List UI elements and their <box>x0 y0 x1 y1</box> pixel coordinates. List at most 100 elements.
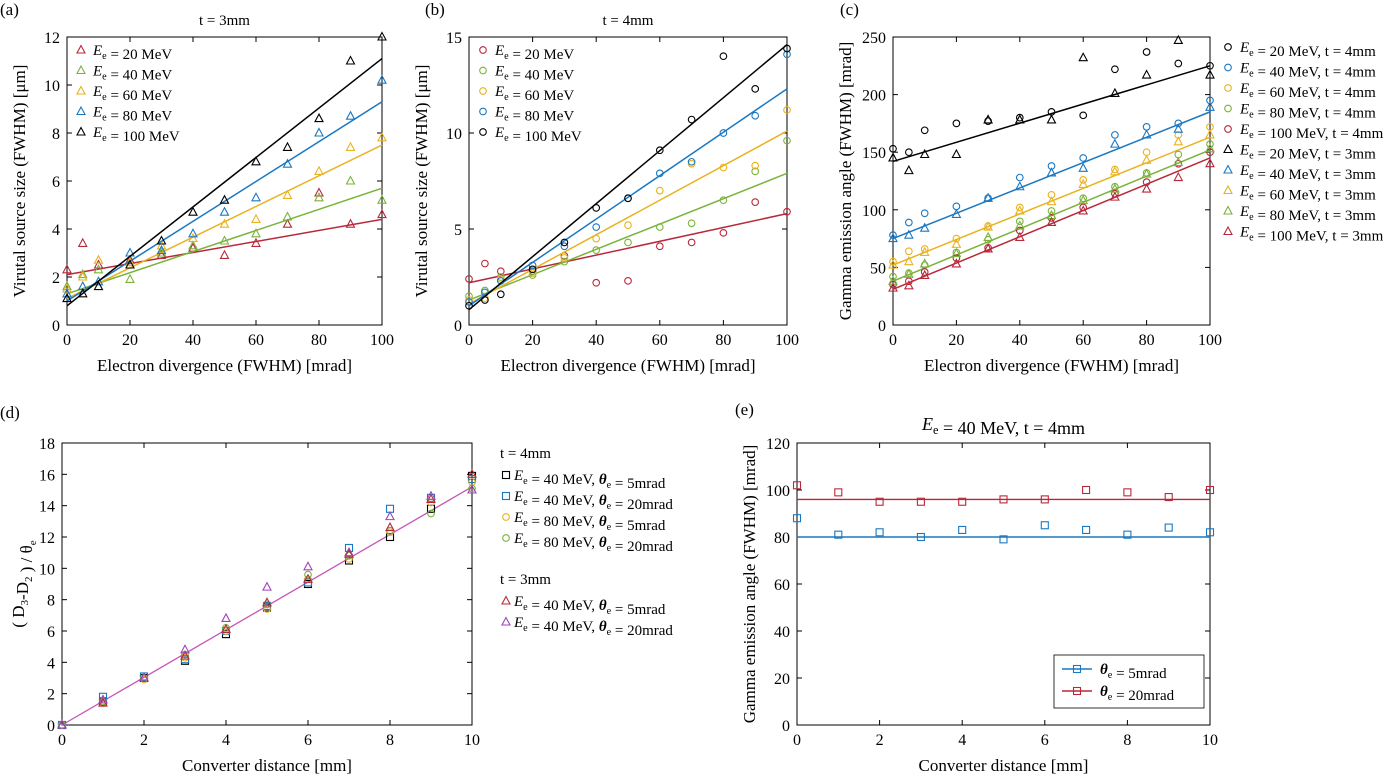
data-point <box>904 218 913 227</box>
data-point <box>792 481 802 490</box>
series-4 <box>62 31 387 307</box>
data-point <box>1205 485 1215 495</box>
data-point <box>655 146 664 155</box>
y-tick-label: 16 <box>39 467 55 484</box>
data-point <box>385 510 395 521</box>
legend-marker <box>1223 143 1233 154</box>
data-point <box>916 532 925 542</box>
x-tick-label: 20 <box>122 332 138 349</box>
x-tick-label: 0 <box>465 332 473 349</box>
legend-label: Ee = 80 MeV, θe = 5mrad <box>513 510 666 534</box>
data-point <box>1141 129 1152 139</box>
fit-line <box>66 58 383 307</box>
fit-line <box>468 44 788 311</box>
legend-marker <box>479 46 487 54</box>
x-tick-label: 20 <box>525 332 541 349</box>
data-point <box>62 264 72 274</box>
data-point <box>465 301 473 310</box>
data-point <box>1082 485 1091 495</box>
fit-line <box>468 212 788 284</box>
data-point <box>1164 523 1173 532</box>
x-tick-label: 60 <box>652 332 668 349</box>
y-tick-label: 0 <box>47 718 55 735</box>
data-point <box>377 194 387 204</box>
data-point <box>1078 52 1089 62</box>
data-point <box>999 495 1008 504</box>
data-point <box>1142 48 1151 56</box>
data-point <box>344 543 354 553</box>
data-point <box>219 235 230 245</box>
data-point <box>1173 156 1184 167</box>
data-point <box>1014 114 1025 124</box>
data-point <box>1014 231 1025 241</box>
y-tick-label: 150 <box>862 145 886 162</box>
y-tick-label: 0 <box>454 318 462 335</box>
data-point <box>1173 34 1184 45</box>
series-1 <box>792 481 1215 506</box>
data-point <box>1141 183 1152 193</box>
data-point <box>345 141 356 151</box>
plot-frame <box>61 442 473 726</box>
data-point <box>314 165 324 175</box>
chart-d: (d) 0 2 4 6 8 10 0 2 4 6 8 10 12 14 16 18 Converter dista… <box>0 403 673 775</box>
data-point <box>385 521 395 532</box>
data-point <box>983 192 994 202</box>
data-point <box>467 474 477 484</box>
data-point <box>951 258 962 268</box>
data-point <box>751 198 760 206</box>
y-tick-label: 18 <box>39 436 55 453</box>
data-point <box>77 237 88 247</box>
y-tick-label: 50 <box>870 260 886 277</box>
legend-label: Ee = 40 MeV <box>92 64 172 84</box>
legend-label: Ee = 40 MeV <box>494 64 574 84</box>
data-point <box>783 136 791 145</box>
data-point <box>952 234 961 243</box>
data-point <box>1014 205 1025 215</box>
data-point <box>344 546 354 557</box>
data-point <box>751 84 760 93</box>
series-0 <box>465 198 791 287</box>
legend-label: Ee = 100 MeV, t = 4mm <box>1239 122 1384 142</box>
data-point <box>783 50 791 59</box>
data-point <box>592 223 601 231</box>
data-point <box>1079 154 1088 162</box>
data-point <box>687 219 696 228</box>
data-point <box>1111 131 1119 139</box>
data-point <box>377 31 387 41</box>
data-point <box>219 218 230 228</box>
data-point <box>920 268 929 276</box>
data-point <box>958 525 967 535</box>
data-point <box>180 650 190 660</box>
data-point <box>903 229 914 239</box>
legend-marker <box>1223 164 1233 174</box>
data-point <box>1205 528 1215 537</box>
data-point <box>792 514 802 523</box>
legend-marker <box>1224 63 1232 72</box>
x-tick-label: 2 <box>876 732 884 749</box>
legend-marker <box>1072 686 1082 696</box>
data-point <box>903 280 914 290</box>
data-point <box>919 269 930 280</box>
series-6 <box>888 101 1215 243</box>
data-point <box>219 249 230 259</box>
data-point <box>62 292 72 303</box>
data-point <box>77 271 88 281</box>
chart-b: (b) t = 4mm 0 20 40 60 80 100 0 5 10 15 Electron div… <box>412 0 799 375</box>
data-point <box>903 164 914 175</box>
y-tick-label: 15 <box>446 30 462 47</box>
legend-label: Ee = 20 MeV, t = 4mm <box>1239 40 1376 60</box>
data-point <box>655 223 664 231</box>
legend-marker <box>502 534 510 542</box>
data-point <box>592 234 601 243</box>
data-point <box>687 238 696 247</box>
legend-marker <box>479 87 487 95</box>
legend-marker <box>1072 664 1082 674</box>
data-point <box>93 254 104 264</box>
data-point <box>920 209 929 218</box>
data-point <box>1173 171 1184 182</box>
legend-marker <box>76 64 86 75</box>
data-point <box>57 719 67 729</box>
data-point <box>1141 168 1152 178</box>
data-point <box>314 192 324 202</box>
